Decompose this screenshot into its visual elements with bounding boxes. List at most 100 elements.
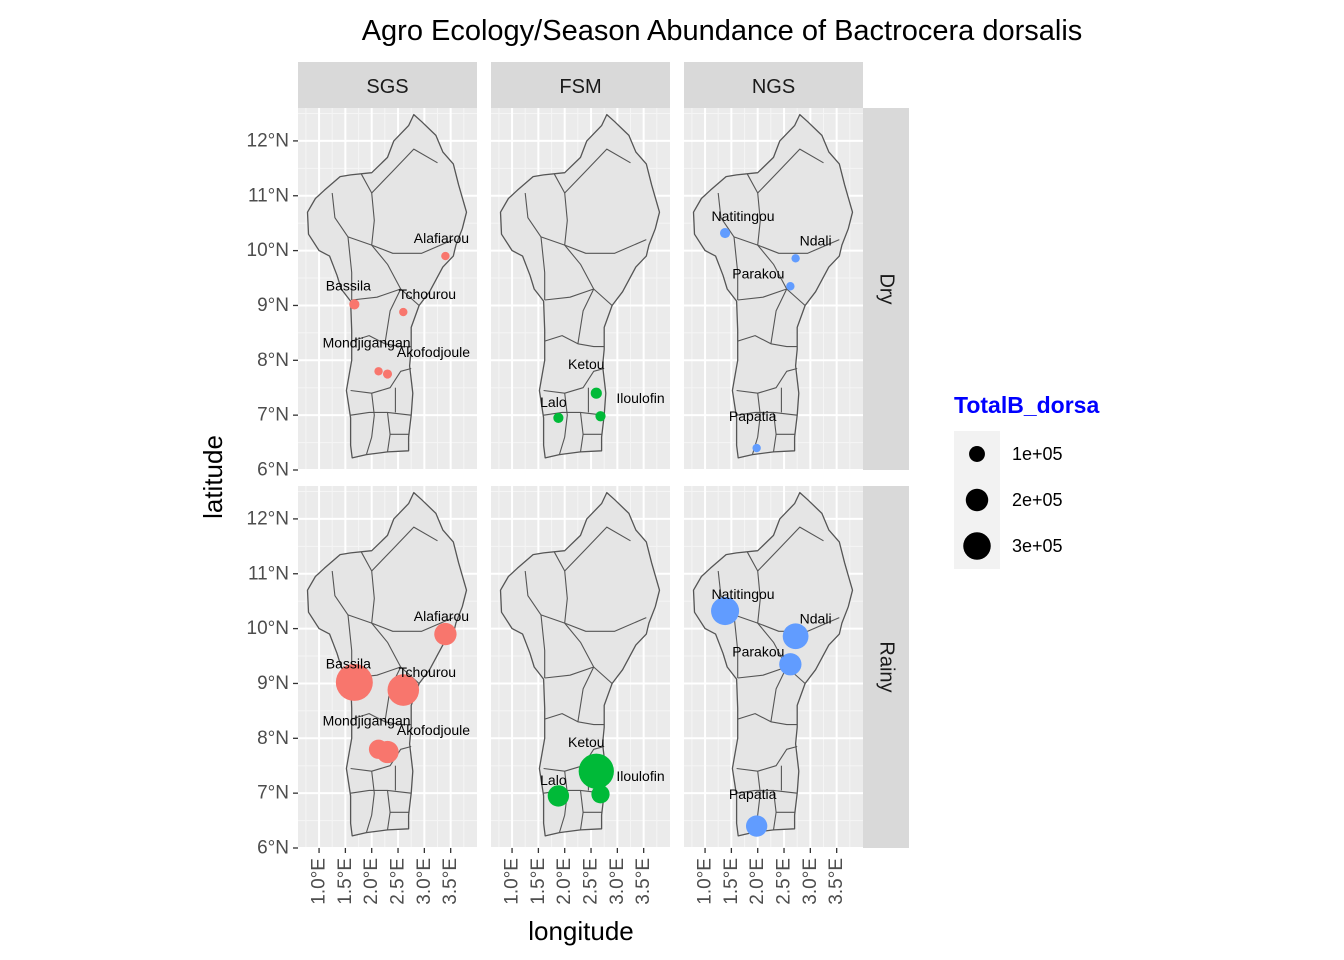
site-label: Iloulofin xyxy=(616,390,664,406)
site-point xyxy=(745,815,768,837)
department-border xyxy=(736,789,798,794)
site-point xyxy=(374,367,383,376)
department-border xyxy=(544,666,613,684)
panel-fsm-rainy: Ketou Lalo Iloulofin xyxy=(491,486,670,849)
department-border xyxy=(733,614,739,678)
legend-label: 3e+05 xyxy=(1012,536,1063,556)
site-label: Natitingou xyxy=(712,586,775,602)
country-outline xyxy=(692,491,854,837)
site-point xyxy=(387,674,420,706)
site-label: Papatia xyxy=(729,786,777,802)
y-tick-label: 7°N xyxy=(257,405,289,426)
y-tick-label: 10°N xyxy=(247,618,289,639)
site-label: Ndali xyxy=(800,232,832,248)
department-border xyxy=(371,617,454,632)
department-border xyxy=(577,666,595,722)
site-label: Lalo xyxy=(540,772,567,788)
department-border xyxy=(564,526,631,572)
country-outline xyxy=(499,491,661,837)
x-tick-label: 3.0°E xyxy=(414,858,435,905)
site-point xyxy=(349,299,360,310)
site-point xyxy=(335,663,373,701)
department-border xyxy=(350,411,412,416)
x-tick-label: 2.0°E xyxy=(747,858,768,905)
site-label: Mondjigangan xyxy=(323,334,411,350)
x-tick-label: 3.5°E xyxy=(826,858,847,905)
y-tick-label: 6°N xyxy=(257,838,289,859)
site-point xyxy=(434,622,457,646)
country-outline xyxy=(306,113,468,459)
department-border xyxy=(524,173,568,246)
department-border xyxy=(737,666,806,684)
panel-sgs-dry: Alafiarou Bassila Tchourou MondjiganganAkof… xyxy=(298,108,477,471)
site-label: Parakou xyxy=(732,643,784,659)
site-point xyxy=(595,411,606,422)
department-border xyxy=(350,367,412,394)
facet-strip-label: Dry xyxy=(876,273,898,304)
chart-title: Agro Ecology/Season Abundance of Bactroc… xyxy=(362,15,1083,47)
y-tick-label: 11°N xyxy=(248,563,289,584)
site-point xyxy=(376,740,399,764)
department-border xyxy=(757,148,824,194)
facet-strip-rainy xyxy=(863,486,909,848)
site-point xyxy=(791,254,800,263)
x-tick-label: 2.0°E xyxy=(554,858,575,905)
department-border xyxy=(564,244,595,290)
department-border xyxy=(371,622,402,668)
country-outline xyxy=(692,113,854,459)
site-point xyxy=(719,227,731,239)
y-axis-title: latitude xyxy=(198,435,228,519)
department-border xyxy=(365,771,375,833)
site-label: Alafiarou xyxy=(414,230,469,246)
site-label: Papatia xyxy=(729,408,777,424)
x-tick-label: 1.0°E xyxy=(502,858,523,905)
facet-strip-label: SGS xyxy=(366,76,408,98)
site-point xyxy=(786,282,795,291)
y-tick-label: 8°N xyxy=(257,350,289,371)
x-tick-label: 1.5°E xyxy=(721,858,742,905)
x-tick-label: 3.5°E xyxy=(440,858,461,905)
department-border xyxy=(371,244,402,290)
legend-key-circle xyxy=(969,446,985,462)
x-tick-label: 1.5°E xyxy=(528,858,549,905)
site-label: Tchourou xyxy=(398,664,456,680)
panels-layer: SGS FSM NGS Dry Rainy Alafiarou Bassila Tchouro… xyxy=(298,62,909,849)
y-tick-label: 7°N xyxy=(257,783,289,804)
department-border xyxy=(371,526,438,572)
site-point xyxy=(591,785,610,804)
facet-strip-label: Rainy xyxy=(876,641,898,692)
country-outline xyxy=(306,491,468,837)
department-border xyxy=(736,745,798,772)
facet-strip-fsm xyxy=(491,62,670,108)
legend-title: TotalB_dorsa xyxy=(954,392,1099,418)
x-tick-label: 3.5°E xyxy=(633,858,654,905)
site-point xyxy=(578,753,614,789)
x-tick-label: 3.0°E xyxy=(607,858,628,905)
facet-strip-label: FSM xyxy=(559,76,601,98)
site-label: Natitingou xyxy=(712,208,775,224)
site-label: Akofodjoule xyxy=(397,722,470,738)
site-label: Lalo xyxy=(540,394,567,410)
site-label: Ketou xyxy=(568,734,605,750)
department-border xyxy=(524,551,568,624)
department-border xyxy=(331,551,375,624)
department-border xyxy=(564,617,647,632)
site-point xyxy=(752,443,761,453)
x-tick-label: 3.0°E xyxy=(800,858,821,905)
site-point xyxy=(382,369,393,379)
site-point xyxy=(399,307,408,317)
department-border xyxy=(558,771,568,833)
country-outline xyxy=(499,113,661,459)
department-border xyxy=(770,288,788,344)
x-tick-label: 2.5°E xyxy=(388,858,409,905)
legend-key-circle xyxy=(965,488,989,512)
facet-strip-label: NGS xyxy=(752,76,795,98)
department-border xyxy=(733,236,739,300)
department-border xyxy=(736,411,798,416)
legend: TotalB_dorsa 1e+05 2e+05 3e+05 xyxy=(954,392,1099,569)
y-tick-label: 10°N xyxy=(247,240,289,261)
department-border xyxy=(350,745,412,772)
department-border xyxy=(737,288,806,306)
department-border xyxy=(757,244,788,290)
department-border xyxy=(564,148,631,194)
